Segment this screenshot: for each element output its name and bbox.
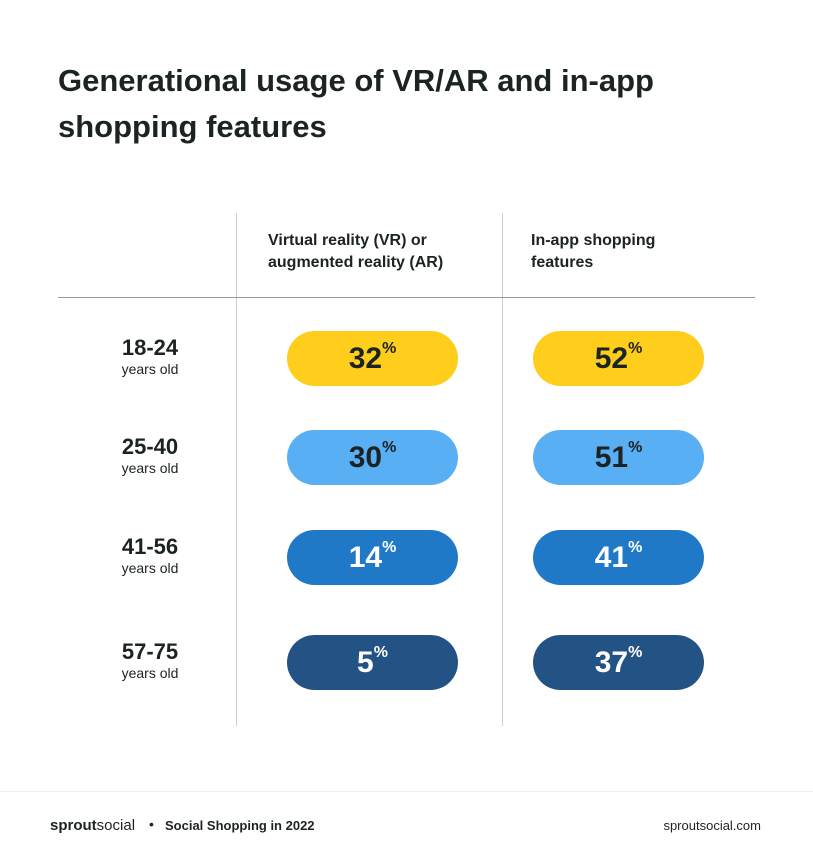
age-range: 41-56 — [121, 534, 179, 559]
sprout-social-logo: sproutsocial — [50, 817, 135, 834]
value-pill: 5% — [287, 635, 458, 690]
percent-sign: % — [628, 644, 643, 661]
value-pill: 51% — [533, 430, 704, 485]
row-label: 57-75 years old — [90, 639, 210, 681]
footer-url[interactable]: sproutsocial.com — [663, 818, 761, 833]
column-header-in-app: In-app shopping features — [531, 232, 656, 271]
percent-sign: % — [373, 644, 388, 661]
value-label: 32 — [348, 341, 383, 375]
percent-sign: % — [382, 439, 397, 456]
percent-sign: % — [382, 539, 397, 556]
value-label: 51 — [594, 440, 629, 474]
age-suffix: years old — [121, 460, 179, 476]
row-label: 25-40 years old — [90, 434, 210, 476]
footer-separator: • — [149, 816, 154, 832]
value-label: 14 — [348, 540, 383, 574]
value-label: 41 — [594, 540, 629, 574]
value-label: 30 — [348, 440, 383, 474]
age-suffix: years old — [121, 560, 179, 576]
header-divider — [58, 297, 755, 298]
age-suffix: years old — [121, 361, 179, 377]
value-pill: 30% — [287, 430, 458, 485]
footer-subtitle: Social Shopping in 2022 — [165, 818, 315, 833]
percent-sign: % — [628, 340, 643, 357]
age-range: 25-40 — [121, 434, 179, 459]
percent-sign: % — [628, 539, 643, 556]
row-label: 18-24 years old — [90, 335, 210, 377]
column-header-vr-ar: Virtual reality (VR) or augmented realit… — [268, 232, 444, 271]
row-label: 41-56 years old — [90, 534, 210, 576]
age-range: 57-75 — [121, 639, 179, 664]
logo-light: social — [96, 817, 136, 834]
value-pill: 14% — [287, 530, 458, 585]
percent-sign: % — [628, 439, 643, 456]
value-label: 37 — [594, 645, 629, 679]
column-divider — [236, 213, 237, 726]
value-pill: 52% — [533, 331, 704, 386]
percent-sign: % — [382, 340, 397, 357]
age-range: 18-24 — [121, 335, 179, 360]
value-pill: 32% — [287, 331, 458, 386]
value-label: 52 — [594, 341, 629, 375]
logo-bold: sprout — [50, 817, 97, 834]
value-pill: 41% — [533, 530, 704, 585]
age-suffix: years old — [121, 665, 179, 681]
footer — [0, 791, 813, 858]
column-divider — [502, 213, 503, 726]
chart-title: Generational usage of VR/AR and in-app s… — [58, 63, 654, 144]
value-pill: 37% — [533, 635, 704, 690]
value-label: 5 — [357, 645, 374, 679]
